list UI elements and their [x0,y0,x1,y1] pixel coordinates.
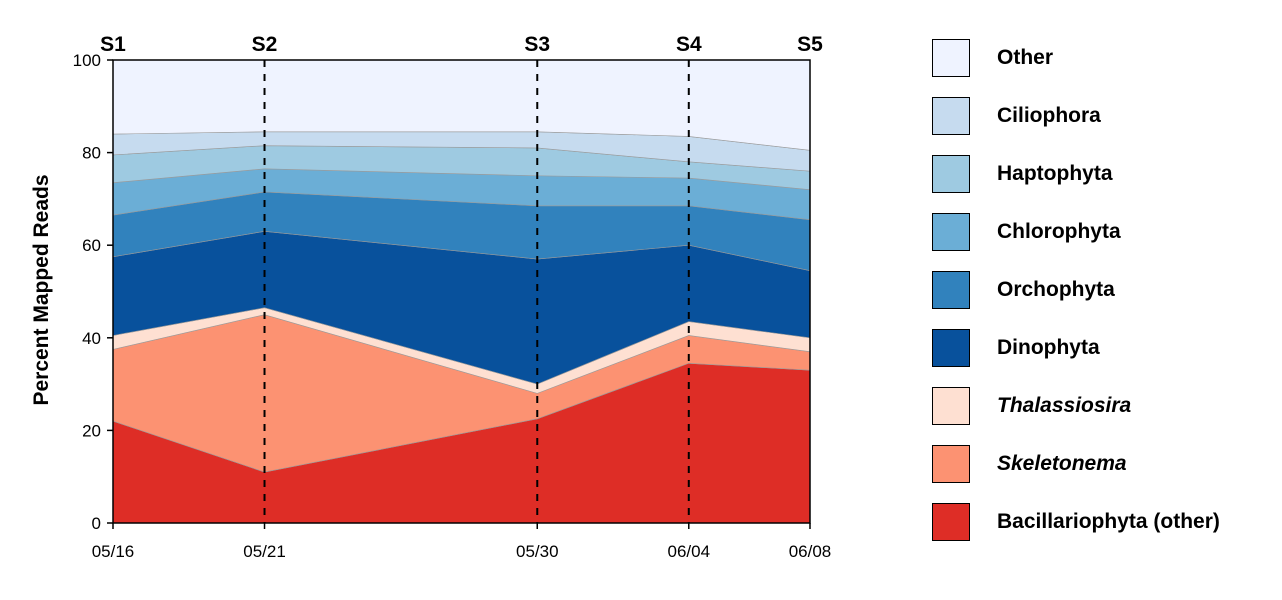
legend-label: Ciliophora [997,104,1101,127]
legend-label: Chlorophyta [997,220,1121,243]
area-layers [112,59,811,524]
legend-swatch [932,503,970,541]
legend-swatch [932,97,970,135]
legend-swatch [932,329,970,367]
legend-item-chlorophyta: Chlorophyta [932,212,1121,252]
x-tick-label: 06/04 [668,542,711,561]
sample-label-s2: S2 [252,33,278,56]
plot-frame [112,59,811,524]
y-axis: 0 20 40 60 80 100 [73,51,113,533]
legend-swatch [932,387,970,425]
sample-label-s1: S1 [100,33,126,56]
x-tick-label: 05/21 [243,542,286,561]
legend-item-thalassiosira: Thalassiosira [932,386,1131,426]
y-tick-label: 100 [73,51,101,70]
x-axis: 05/16 05/21 05/30 06/04 06/08 [92,523,832,561]
y-tick-label: 60 [82,236,101,255]
legend-item-dinophyta: Dinophyta [932,328,1100,368]
legend-item-other: Other [932,38,1053,78]
legend-swatch [932,271,970,309]
legend-item-haptophyta: Haptophyta [932,154,1113,194]
legend-item-skeletonema: Skeletonema [932,444,1127,484]
legend-swatch [932,213,970,251]
legend-item-ciliophora: Ciliophora [932,96,1101,136]
y-tick-label: 40 [82,329,101,348]
legend-label: Thalassiosira [997,394,1132,417]
legend-swatch [932,155,970,193]
y-axis-label: Percent Mapped Reads [30,174,53,405]
sample-label-s4: S4 [676,33,702,56]
legend-label: Haptophyta [997,162,1113,185]
x-tick-label: 05/30 [516,542,559,561]
stacked-area-chart: 0 20 40 60 80 100 05/16 05/21 05/30 06/04 06/08 S… [30,33,832,561]
legend-label: Other [997,46,1054,69]
legend-item-bacillariophyta-other: Bacillariophyta (other) [932,502,1220,542]
legend-swatch [932,39,970,77]
sample-labels: S1 S2 S3 S4 S5 [100,33,823,56]
sample-label-s3: S3 [524,33,550,56]
legend-label: Orchophyta [997,278,1115,301]
legend-label: Bacillariophyta (other) [997,510,1220,533]
legend-label: Dinophyta [997,336,1100,359]
y-tick-label: 20 [82,421,101,440]
y-tick-label: 80 [82,144,101,163]
x-tick-label: 05/16 [92,542,135,561]
legend-label: Skeletonema [997,452,1127,475]
sample-label-s5: S5 [797,33,823,56]
x-tick-label: 06/08 [789,542,832,561]
legend-item-orchophyta: Orchophyta [932,270,1115,310]
legend-swatch [932,445,970,483]
y-tick-label: 0 [92,514,101,533]
